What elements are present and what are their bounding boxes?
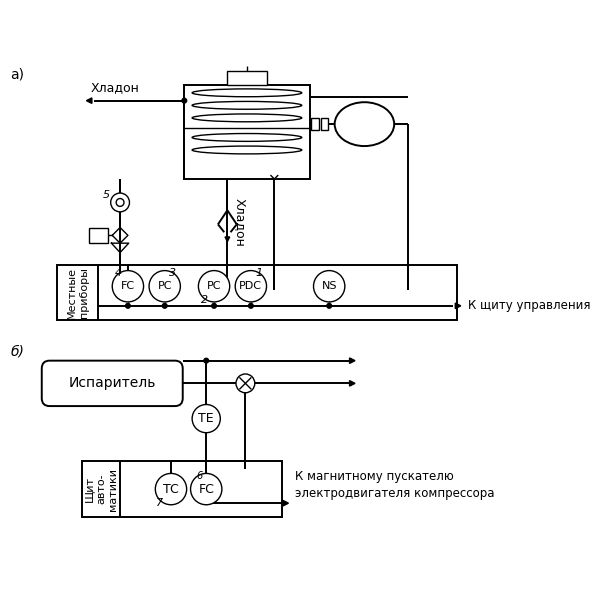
Ellipse shape [192, 89, 302, 97]
Circle shape [149, 271, 180, 302]
Bar [82, 461, 282, 517]
Bar [184, 85, 310, 179]
Text: Местные
приборы: Местные приборы [67, 266, 88, 318]
Bar [321, 118, 329, 131]
Ellipse shape [192, 146, 302, 154]
Text: Щит
авто-
матики: Щит авто- матики [85, 468, 118, 511]
Circle shape [199, 271, 229, 302]
Circle shape [248, 303, 253, 308]
Text: Хладон: Хладон [234, 198, 247, 247]
Ellipse shape [192, 114, 302, 122]
Bar [89, 228, 107, 243]
Polygon shape [455, 303, 461, 309]
FancyBboxPatch shape [42, 361, 183, 406]
Bar [311, 118, 319, 131]
Circle shape [192, 405, 221, 433]
Text: PDC: PDC [240, 281, 262, 291]
Circle shape [235, 271, 266, 302]
Text: 3: 3 [169, 268, 176, 278]
Bar [227, 71, 266, 85]
Text: Испаритель: Испаритель [69, 376, 156, 390]
Ellipse shape [192, 134, 302, 141]
Text: а): а) [11, 68, 24, 82]
Text: К щиту управления: К щиту управления [468, 299, 590, 312]
Circle shape [162, 303, 167, 308]
Text: FC: FC [121, 281, 135, 291]
Text: 2: 2 [201, 294, 208, 305]
Text: Хладон: Хладон [90, 82, 139, 94]
Polygon shape [283, 501, 288, 506]
Circle shape [182, 98, 187, 103]
Text: К магнитному пускателю
электродвигателя компрессора: К магнитному пускателю электродвигателя … [295, 470, 494, 500]
Polygon shape [349, 381, 355, 386]
Text: PC: PC [158, 281, 172, 291]
Text: NS: NS [321, 281, 337, 291]
Circle shape [212, 303, 216, 308]
Bar [58, 265, 457, 320]
Text: FC: FC [198, 483, 214, 496]
Text: PC: PC [207, 281, 221, 291]
Circle shape [111, 193, 129, 212]
Circle shape [327, 303, 331, 308]
Circle shape [112, 271, 144, 302]
Circle shape [126, 303, 130, 308]
Circle shape [155, 473, 187, 505]
Text: 1: 1 [255, 268, 262, 278]
Text: 4: 4 [115, 268, 122, 278]
Text: TE: TE [199, 412, 214, 425]
Circle shape [204, 358, 209, 363]
Circle shape [314, 271, 345, 302]
Text: 7: 7 [157, 498, 164, 508]
Circle shape [190, 473, 222, 505]
Circle shape [236, 374, 255, 393]
Polygon shape [87, 98, 92, 103]
Ellipse shape [192, 101, 302, 109]
Text: 6: 6 [197, 471, 203, 481]
Text: TC: TC [163, 483, 179, 496]
Text: б): б) [11, 345, 24, 359]
Text: 5: 5 [103, 190, 110, 200]
Ellipse shape [334, 102, 394, 146]
Polygon shape [225, 237, 229, 241]
Polygon shape [349, 358, 355, 364]
